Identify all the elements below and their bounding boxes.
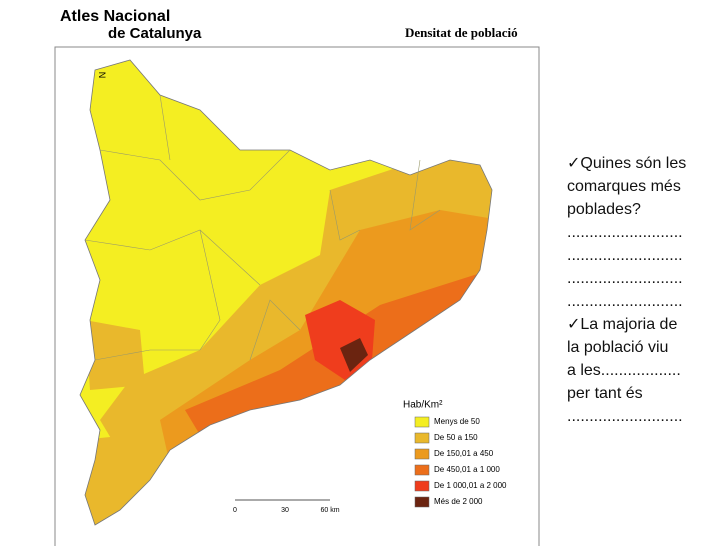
note-line: .......................... [567, 270, 683, 287]
note-line: ✓La majoria de [567, 316, 678, 333]
scale-label: 30 [281, 507, 289, 514]
north-label: N [97, 72, 107, 79]
legend-swatch [414, 496, 430, 508]
legend-label: Més de 2 000 [434, 497, 483, 506]
note-line: .......................... [567, 408, 683, 425]
scale-label: 60 km [320, 507, 339, 514]
notes: ✓Quines són les comarques més poblades?...… [567, 152, 727, 428]
note-line: .......................... [567, 293, 683, 310]
atlas-title: Atles Nacional [60, 8, 170, 25]
region-borders [84, 94, 441, 361]
map-outline [79, 59, 493, 526]
note-line: comarques més [567, 178, 681, 195]
note-line: la població viu [567, 339, 669, 356]
legend-title: Hab/Km² [403, 400, 443, 411]
legend: Menys de 50 De 50 a 150 De 150,01 a 450 De … [414, 416, 507, 508]
legend-label: De 1 000,01 a 2 000 [434, 481, 507, 490]
note-line: ✓Quines són les [567, 155, 687, 172]
legend-label: De 50 a 150 [434, 433, 478, 442]
legend-swatch [414, 416, 430, 428]
legend-swatch [414, 432, 430, 444]
legend-swatch [414, 448, 430, 460]
legend-swatch [414, 464, 430, 476]
legend-swatch [414, 480, 430, 492]
atlas-subtitle: de Catalunya [108, 25, 202, 42]
scale-label: 0 [233, 507, 237, 514]
note-line: per tant és [567, 385, 643, 402]
legend-label: Menys de 50 [434, 417, 480, 426]
legend-label: De 450,01 a 1 000 [434, 465, 500, 474]
note-line: a les.................. [567, 362, 681, 379]
note-line: poblades? [567, 201, 641, 218]
note-line: .......................... [567, 247, 683, 264]
legend-label: De 150,01 a 450 [434, 449, 494, 458]
note-line: .......................... [567, 224, 683, 241]
map-title: Densitat de població [405, 25, 518, 40]
